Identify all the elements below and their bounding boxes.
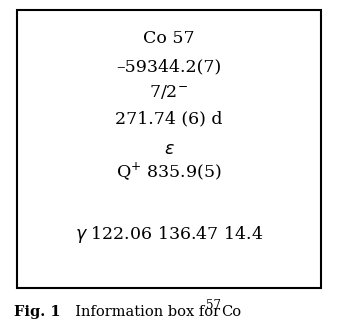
Text: $\varepsilon$: $\varepsilon$ <box>164 141 174 157</box>
Bar <box>17 10 321 288</box>
Text: Fig. 1: Fig. 1 <box>14 305 60 319</box>
Text: Co: Co <box>221 305 242 319</box>
Text: Information box for: Information box for <box>66 305 225 319</box>
Text: 7/2$^{-}$: 7/2$^{-}$ <box>149 83 189 101</box>
Text: 271.74 (6) d: 271.74 (6) d <box>115 110 223 127</box>
Text: Co 57: Co 57 <box>143 30 195 48</box>
Text: 57: 57 <box>206 299 221 312</box>
Text: –59344.2(7): –59344.2(7) <box>116 58 222 75</box>
Text: $\gamma$ 122.06 136.47 14.4: $\gamma$ 122.06 136.47 14.4 <box>75 224 263 245</box>
Text: Q$^{+}$ 835.9(5): Q$^{+}$ 835.9(5) <box>116 160 222 182</box>
